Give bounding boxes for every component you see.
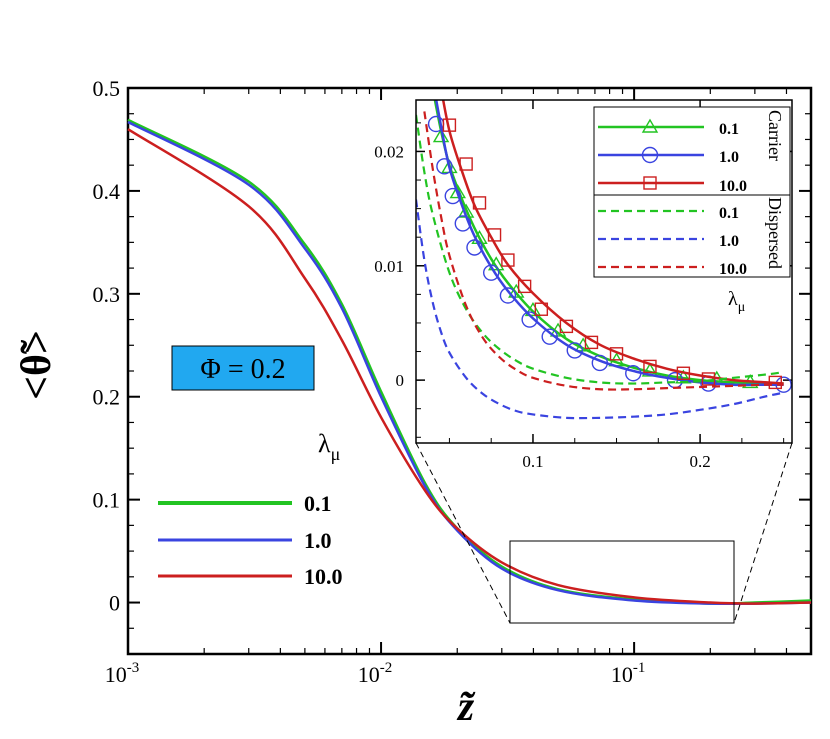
inset-marker-circle (625, 365, 642, 382)
main-legend-label-2: 10.0 (304, 564, 343, 589)
inset-marker-triangle (524, 301, 542, 317)
inset-tick-labels: 0 0.01 0.02 0.1 0.2 (374, 142, 710, 471)
main-ytick-label: 0.3 (93, 282, 121, 307)
inset-marker-square (517, 279, 532, 294)
inset-marker-square (676, 366, 691, 380)
inset-marker-circle (499, 287, 517, 304)
x-axis-label: z̃ (456, 684, 476, 730)
y-axis-label: <θ̃> (14, 330, 60, 400)
inset-marker-triangle (487, 256, 505, 271)
inset-marker-square (501, 253, 515, 267)
inset-marker-circle (444, 187, 461, 205)
inset-marker-circle (483, 264, 500, 281)
inset-series-line-1 (434, 100, 784, 387)
inset-legend-label-0: 0.1 (719, 121, 739, 138)
inset-marker-circle (466, 239, 483, 256)
svg-text:<θ̃>: <θ̃> (14, 330, 60, 400)
zoom-connector-left (415, 442, 511, 624)
inset-frame (415, 99, 793, 444)
inset-legend-label-4: 1.0 (719, 233, 739, 250)
inset-ytick-label: 0.02 (374, 142, 404, 161)
main-ytick-label: 0.2 (93, 385, 121, 410)
inset-marker-triangle (549, 322, 567, 337)
inset-legend-label-2: 10.0 (719, 178, 747, 195)
inset-marker-square (442, 118, 457, 132)
inset-marker-square (584, 335, 599, 350)
main-ticks (127, 87, 812, 655)
inset-legend-header-carrier: Carrier (765, 110, 785, 161)
inset-legend-label-1: 1.0 (719, 149, 739, 166)
inset-xtick-label: 0.2 (689, 452, 710, 471)
main-xtick-label: 10-1 (611, 660, 646, 687)
inset-marker-triangle (449, 184, 466, 199)
inset-legend-marker-1 (641, 146, 659, 164)
inset-marker-circle (541, 328, 558, 345)
main-ytick-label: 0.1 (93, 488, 121, 513)
main-ytick-label: 0.5 (93, 76, 121, 101)
inset-marker-circle (775, 376, 792, 393)
inset-legend-marker-2 (643, 176, 657, 190)
inset-marker-circle (521, 311, 538, 328)
inset-marker-circle (591, 354, 609, 372)
main-ytick-label: 0.4 (93, 179, 121, 204)
inset-marker-triangle (508, 283, 525, 298)
inset-marker-circle (454, 215, 471, 232)
phi-annotation: Φ = 0.2 (200, 354, 285, 385)
inset-legend-marker-0 (641, 118, 659, 133)
main-legend-label-0: 0.1 (304, 491, 332, 516)
inset-ytick-label: 0 (396, 371, 405, 390)
inset-marker-square (643, 359, 657, 374)
inset-marker-circle (436, 158, 453, 175)
inset-series-line-0 (433, 100, 784, 385)
inset-legend: Carrier Dispersed λμ 0.1 1.0 10.0 0.1 1.… (593, 106, 791, 315)
phi-annotation-box (171, 345, 315, 391)
main-ytick-label: 0 (109, 591, 120, 616)
main-legend-label-1: 1.0 (304, 528, 332, 553)
inset-legend-label-5: 10.0 (719, 261, 747, 278)
inset-legend-box (593, 106, 791, 278)
inset-marker-square (701, 372, 716, 386)
inset-series-line-3 (416, 114, 784, 385)
inset-series-line-4 (416, 199, 784, 420)
main-legend: λμ 0.1 1.0 10.0 (158, 429, 343, 589)
inset-series-line-5 (423, 111, 784, 391)
main-series-line-2 (127, 128, 812, 605)
inset-legend-title: λμ (728, 288, 745, 315)
main-tick-labels: 0 0.1 0.2 0.3 0.4 0.5 10-3 10-2 10-1 (93, 76, 646, 687)
main-xtick-label: 10-3 (105, 660, 140, 687)
main-xtick-label: 10-2 (358, 660, 393, 687)
inset-marker-circle (566, 342, 583, 359)
inset-legend-header-dispersed: Dispersed (765, 197, 785, 269)
inset-marker-square (487, 228, 502, 242)
inset-marker-square (609, 347, 624, 361)
zoom-box (509, 540, 735, 624)
inset-xtick-label: 0.1 (522, 452, 543, 471)
inset-marker-square (534, 302, 549, 316)
inset-series (416, 100, 792, 420)
main-legend-title: λμ (318, 429, 340, 464)
inset-marker-square (768, 375, 782, 390)
inset-marker-triangle (432, 128, 450, 143)
inset-marker-square (559, 319, 574, 334)
zoom-connector-right (733, 442, 793, 624)
inset-legend-label-3: 0.1 (719, 205, 739, 222)
inset-marker-square (472, 196, 487, 210)
main-series (127, 118, 812, 606)
inset-ytick-label: 0.01 (374, 257, 404, 276)
inset-marker-square (459, 157, 473, 171)
